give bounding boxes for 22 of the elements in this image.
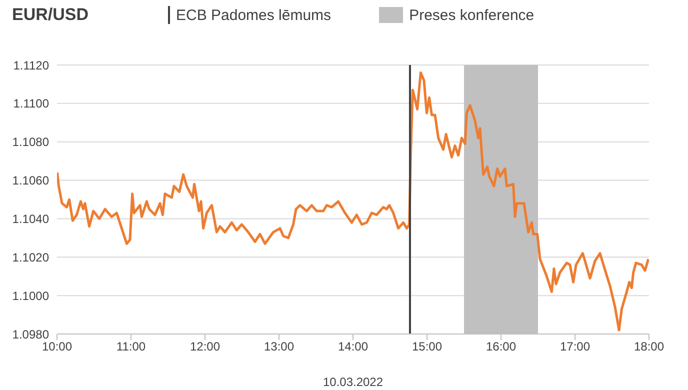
x-axis-title: 10.03.2022 [322,375,384,389]
x-tick-label: 11:00 [116,340,146,354]
x-tick-label: 17:00 [560,340,590,354]
y-tick-label: 1.1000 [12,288,50,303]
y-tick-label: 1.1060 [12,174,50,188]
y-tick-label: 1.1020 [12,250,50,264]
legend-label: Preses konference [409,6,534,24]
legend-label: ECB Padomes lēmums [176,6,332,24]
x-tick-label: 14:00 [338,340,368,354]
x-tick-label: 18:00 [634,340,664,354]
x-tick-label: 15:00 [412,340,442,354]
y-tick-label: 1.1080 [12,135,50,150]
line-series [57,71,649,332]
y-tick-label: 1.1040 [12,212,50,226]
chart-title: EUR/USD [12,5,89,25]
y-tick-label: 1.1100 [13,96,50,111]
x-tick-label: 12:00 [190,340,220,354]
y-tick-label: 1.0980 [12,327,50,342]
x-tick-label: 10:00 [42,340,72,354]
x-tick-label: 16:00 [486,340,516,354]
y-tick-label: 1.1120 [13,58,50,72]
x-tick-label: 13:00 [264,340,294,354]
